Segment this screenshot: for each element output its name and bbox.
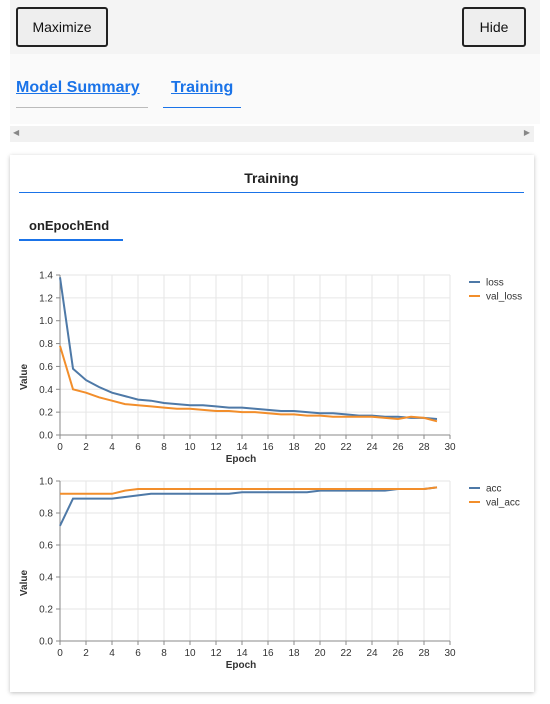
x-tick-label: 4 [109, 442, 115, 453]
x-tick-label: 10 [184, 648, 196, 659]
x-tick-label: 22 [340, 648, 352, 659]
y-tick-label: 0.2 [39, 605, 53, 616]
x-tick-label: 10 [184, 442, 196, 453]
x-tick-label: 6 [135, 442, 141, 453]
training-charts: 0 2 4 6 8 10 12 14 16 18 20 22 24 26 28 300.00.20.40.60… [19, 271, 522, 672]
series-line-acc [59, 486, 438, 527]
legend-label-acc: acc [486, 484, 502, 495]
y-tick-label: 0.4 [39, 573, 53, 584]
toolbar: Maximize Hide [10, 0, 540, 54]
tab-model-summary[interactable]: Model Summary [16, 79, 148, 108]
legend-label-val_acc: val_acc [486, 498, 520, 509]
x-tick-label: 6 [135, 648, 141, 659]
x-tick-label: 4 [109, 648, 115, 659]
y-axis-title: Value [19, 364, 30, 391]
training-panel: Training onEpochEnd 0 2 4 6 8 10 12 14 16 18 20 22 2… [10, 155, 534, 692]
series-line-val_acc [60, 486, 438, 495]
y-tick-label: 0.2 [39, 408, 53, 419]
x-tick-label: 8 [161, 648, 167, 659]
x-tick-label: 18 [288, 648, 300, 659]
y-tick-label: 0.6 [39, 362, 53, 373]
x-tick-label: 0 [57, 442, 63, 453]
y-tick-label: 0.4 [39, 385, 53, 396]
x-tick-label: 20 [314, 442, 326, 453]
maximize-button[interactable]: Maximize [16, 7, 108, 47]
x-tick-label: 28 [418, 648, 430, 659]
x-tick-label: 26 [392, 648, 404, 659]
horizontal-scrollbar[interactable]: ◀ ▶ [10, 126, 534, 142]
x-tick-label: 22 [340, 442, 352, 453]
x-tick-label: 14 [236, 648, 248, 659]
x-tick-label: 12 [210, 648, 222, 659]
x-tick-label: 0 [57, 648, 63, 659]
x-tick-label: 2 [83, 648, 89, 659]
x-axis-title: Epoch [226, 660, 257, 671]
x-tick-label: 14 [236, 442, 248, 453]
x-tick-label: 2 [83, 442, 89, 453]
legend-label-val_loss: val_loss [486, 292, 522, 303]
panel-title: Training [19, 170, 524, 193]
y-tick-label: 0.8 [39, 339, 53, 350]
y-axis-title: Value [19, 570, 30, 597]
x-axis-title: Epoch [226, 454, 257, 465]
scroll-left-arrow-icon[interactable]: ◀ [13, 128, 20, 137]
y-tick-label: 0.6 [39, 541, 53, 552]
x-tick-label: 16 [262, 442, 274, 453]
x-tick-label: 30 [444, 442, 456, 453]
y-tick-label: 1.0 [39, 477, 53, 488]
x-tick-label: 24 [366, 442, 378, 453]
x-tick-label: 28 [418, 442, 430, 453]
hide-button[interactable]: Hide [462, 7, 526, 47]
x-tick-label: 30 [444, 648, 456, 659]
x-tick-label: 20 [314, 648, 326, 659]
y-tick-label: 1.4 [39, 271, 53, 282]
x-tick-label: 26 [392, 442, 404, 453]
tab-on-epoch-end[interactable]: onEpochEnd [19, 218, 123, 241]
x-tick-label: 18 [288, 442, 300, 453]
y-tick-label: 1.0 [39, 316, 53, 327]
legend-label-loss: loss [486, 278, 504, 289]
y-tick-label: 1.2 [39, 293, 53, 304]
y-tick-label: 0.0 [39, 431, 53, 442]
series-line-val_loss [59, 345, 438, 423]
scroll-right-arrow-icon[interactable]: ▶ [523, 128, 530, 137]
x-tick-label: 8 [161, 442, 167, 453]
y-tick-label: 0.0 [39, 637, 53, 648]
tab-training[interactable]: Training [163, 79, 241, 108]
tab-bar: Model Summary Training [10, 54, 540, 124]
x-tick-label: 16 [262, 648, 274, 659]
y-tick-label: 0.8 [39, 509, 53, 520]
series-line-loss [59, 277, 438, 420]
x-tick-label: 24 [366, 648, 378, 659]
x-tick-label: 12 [210, 442, 222, 453]
